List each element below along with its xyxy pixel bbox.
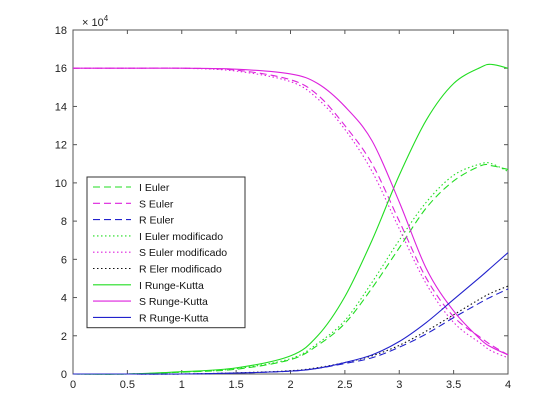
legend-label-r-eler-modificado: R Eler modificado (139, 264, 222, 276)
y-tick-label: 6 (61, 254, 67, 266)
x-tick-label: 4 (505, 379, 511, 391)
legend-label-s-euler: S Euler (139, 198, 174, 210)
y-tick-label: 18 (55, 25, 67, 37)
series-line-r-runge-kutta (72, 252, 509, 375)
y-exponent-label: × 104 (82, 14, 109, 29)
y-tick-label: 16 (55, 63, 67, 75)
legend-label-r-euler: R Euler (139, 215, 175, 227)
y-tick-label: 2 (61, 331, 67, 343)
y-tick-label: 8 (61, 216, 67, 228)
x-tick-label: 3.5 (446, 379, 461, 391)
y-tick-label: 12 (55, 140, 67, 152)
x-tick-label: 3 (396, 379, 402, 391)
legend-label-s-runge-kutta: S Runge-Kutta (139, 296, 208, 308)
y-tick-label: 14 (55, 101, 67, 113)
x-tick-label: 1.5 (228, 379, 243, 391)
legend: I Euler S Euler R Euler I Euler modificado S… (86, 176, 246, 329)
x-tick-label: 0.5 (120, 379, 135, 391)
y-tick-label: 4 (61, 293, 67, 305)
x-tick-label: 1 (179, 379, 185, 391)
legend-label-r-runge-kutta: R Runge-Kutta (139, 312, 209, 324)
series-line-s-runge-kutta (73, 67, 509, 356)
y-tick-label: 0 (61, 369, 67, 381)
legend-label-s-euler-modificado: S Euler modificado (139, 247, 227, 259)
y-tick-label: 10 (55, 178, 67, 190)
legend-label-i-euler-modificado: I Euler modificado (139, 231, 223, 243)
legend-label-i-runge-kutta: I Runge-Kutta (139, 280, 204, 292)
x-tick-label: 2 (287, 379, 293, 391)
legend-label-i-euler: I Euler (139, 182, 170, 194)
x-tick-label: 0 (70, 379, 76, 391)
x-tick-label: 2.5 (337, 379, 352, 391)
series-line-i-runge-kutta (72, 63, 509, 375)
